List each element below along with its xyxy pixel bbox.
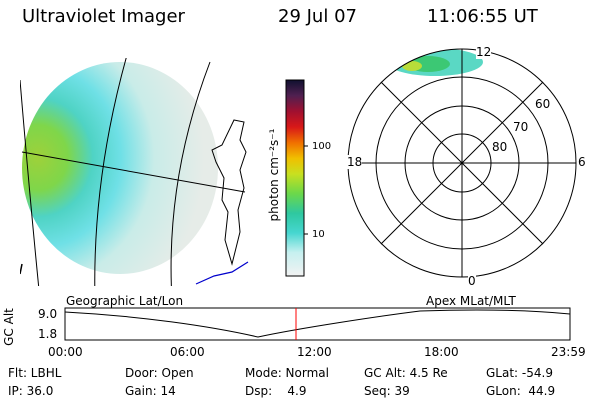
status-gc-alt: GC Alt: 4.5 Re <box>364 366 448 380</box>
orbit-altitude-curve <box>64 309 571 338</box>
status-mode: Mode: Normal <box>245 366 329 380</box>
geo-grid-line <box>20 79 40 286</box>
orbit-ytick-1.8: 1.8 <box>38 327 58 341</box>
coastline <box>211 119 247 266</box>
orbit-ylabel: GC Alt <box>1 308 16 346</box>
geo-grid-line <box>94 58 127 286</box>
orbit-xtick-1: 06:00 <box>170 345 205 359</box>
colorbar-tick-10: 10 <box>312 229 325 240</box>
mlt-label-0: 0 <box>468 274 476 288</box>
colorbar-unit-label: photon cm⁻²s⁻¹ <box>267 128 281 222</box>
status-gain: Gain: 14 <box>125 384 176 398</box>
orbit-ytick-9: 9.0 <box>38 307 58 321</box>
status-dsp: Dsp: 4.9 <box>245 384 307 398</box>
instrument-title: Ultraviolet Imager <box>22 6 185 27</box>
polar-dial <box>347 48 577 278</box>
coastline-blue <box>195 261 249 285</box>
geo-grid-line <box>170 61 211 286</box>
time-label: 11:06:55 UT <box>427 6 538 27</box>
date-label: 29 Jul 07 <box>278 6 357 27</box>
orbit-frame <box>64 307 571 341</box>
lat-label-60: 60 <box>535 97 551 111</box>
status-glat: GLat: -54.9 <box>486 366 553 380</box>
mlt-label-12: 12 <box>476 45 492 59</box>
geo-grid-line <box>21 151 246 193</box>
orbit-plot <box>64 307 571 341</box>
mlt-label-6: 6 <box>578 155 586 169</box>
orbit-xtick-4: 23:59 <box>551 345 586 359</box>
geo-caption: Geographic Lat/Lon <box>66 294 184 308</box>
status-ip: IP: 36.0 <box>8 384 54 398</box>
lat-label-80: 80 <box>492 140 508 154</box>
apex-caption: Apex MLat/MLT <box>426 294 516 308</box>
tick-mark <box>20 263 23 275</box>
status-glon: GLon: 44.9 <box>486 384 556 398</box>
colorbar-tick-100: 100 <box>312 141 332 152</box>
polar-axis-diag <box>380 81 544 245</box>
status-door: Door: Open <box>125 366 194 380</box>
orbit-xtick-2: 12:00 <box>297 345 332 359</box>
colorbar <box>285 79 308 277</box>
orbit-xtick-0: 00:00 <box>48 345 83 359</box>
orbit-xtick-3: 18:00 <box>424 345 459 359</box>
aurora-emission <box>22 62 218 274</box>
mlt-label-18: 18 <box>347 155 363 169</box>
lat-label-70: 70 <box>513 120 529 134</box>
status-filter: Flt: LBHL <box>8 366 62 380</box>
status-seq: Seq: 39 <box>364 384 410 398</box>
